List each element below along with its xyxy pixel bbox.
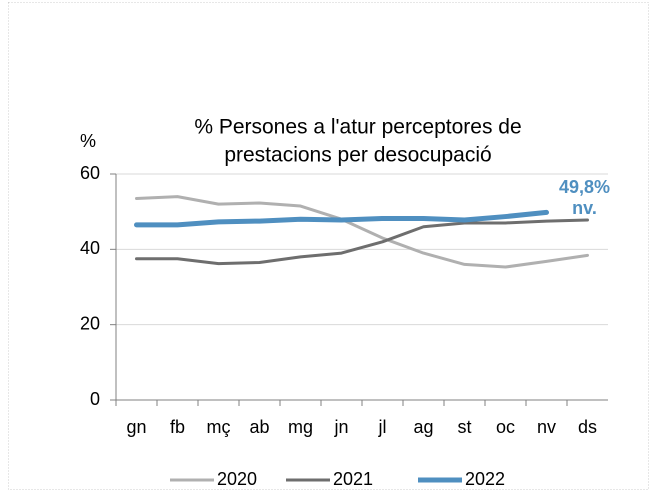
x-tick-label: jl xyxy=(378,417,387,437)
x-tick-label: gn xyxy=(126,417,146,437)
data-line xyxy=(135,218,589,266)
chart-title: % Persones a l'atur perceptores de xyxy=(194,116,521,139)
x-tick-label: nv xyxy=(537,417,556,437)
data-label: 49,8% xyxy=(559,177,610,197)
x-tick-label: st xyxy=(457,417,471,437)
legend-label: 2022 xyxy=(465,469,505,489)
y-axis-label: % xyxy=(80,131,96,151)
x-tick-label: ab xyxy=(249,417,269,437)
x-tick-label: mç xyxy=(207,417,231,437)
y-tick-label: 60 xyxy=(80,163,100,183)
chart-title: prestacions per desocupació xyxy=(224,144,491,167)
x-tick-label: oc xyxy=(496,417,515,437)
x-tick-label: fb xyxy=(170,417,185,437)
y-tick-label: 40 xyxy=(80,238,100,258)
legend-label: 2021 xyxy=(333,469,373,489)
x-tick-label: mg xyxy=(288,417,313,437)
y-tick-label: 20 xyxy=(80,313,100,333)
frame xyxy=(8,2,649,490)
x-tick-label: jn xyxy=(333,417,348,437)
legend-label: 2020 xyxy=(217,469,257,489)
data-line xyxy=(135,195,589,269)
x-tick-label: ag xyxy=(413,417,433,437)
annotation: nv. xyxy=(572,198,597,218)
y-tick-label: 0 xyxy=(90,389,100,409)
x-tick-label: ds xyxy=(578,417,597,437)
data-line xyxy=(134,209,549,228)
